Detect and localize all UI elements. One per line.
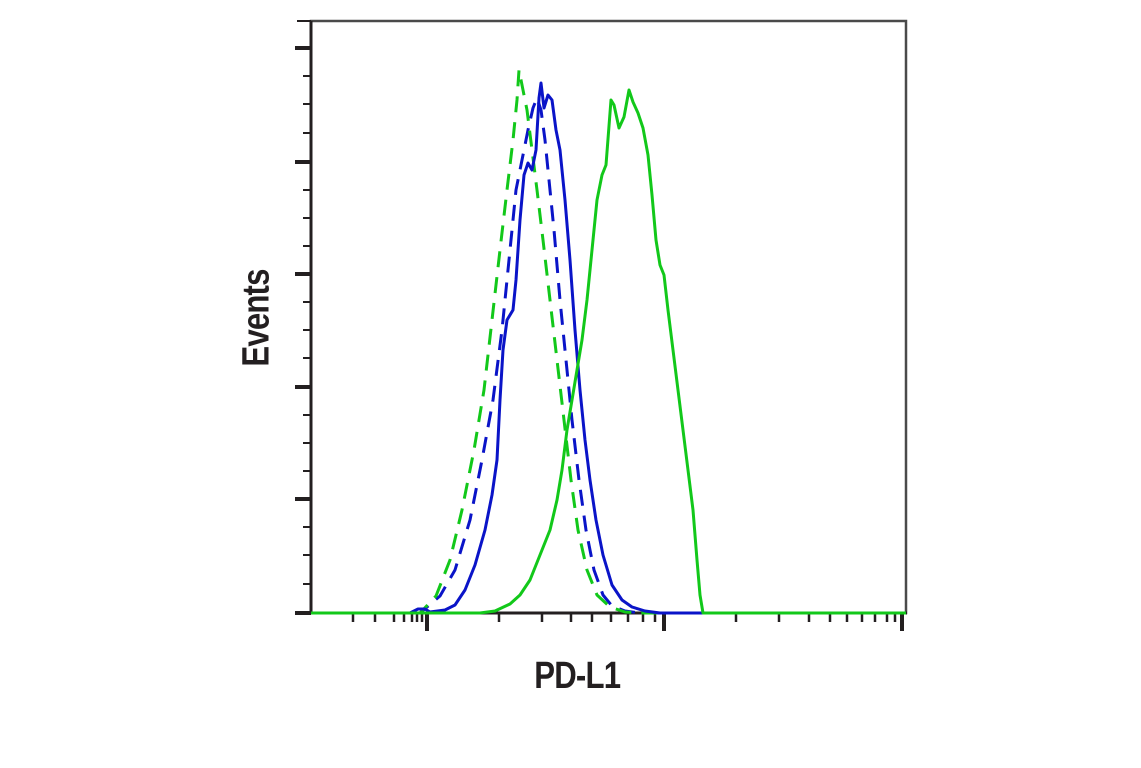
- histogram-series: [311, 68, 906, 615]
- y-axis-ticks: [295, 20, 311, 615]
- green-solid-pdl1-line: [311, 88, 906, 615]
- x-axis-ticks: [351, 613, 904, 631]
- y-axis-label: Events: [235, 269, 278, 367]
- blue-solid-line: [311, 81, 906, 615]
- x-axis-label: PD-L1: [534, 655, 621, 697]
- green-dashed-isotype-line: [311, 68, 906, 615]
- plot-frame: [309, 19, 908, 615]
- plot-border: [309, 19, 908, 615]
- blue-dashed-isotype-line: [311, 96, 906, 615]
